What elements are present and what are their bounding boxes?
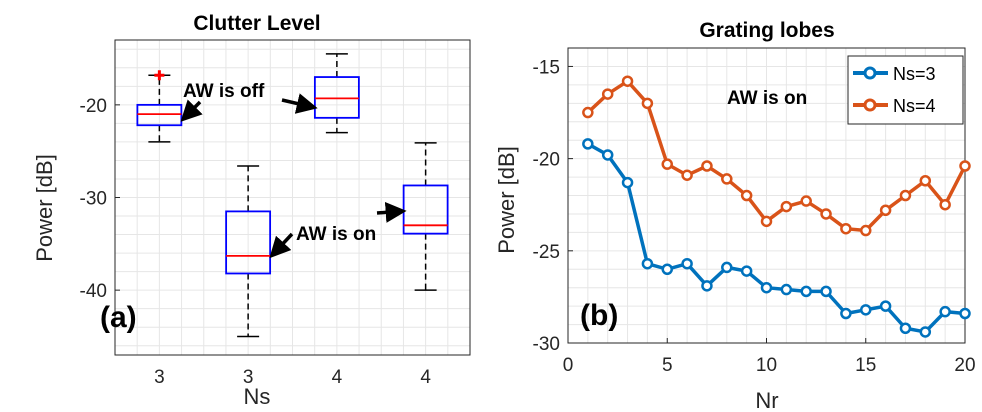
data-point — [879, 204, 892, 216]
data-point — [919, 326, 932, 338]
legend: Ns=3 Ns=4 — [847, 55, 964, 125]
x-tick-label: 10 — [756, 355, 777, 376]
data-point — [899, 189, 912, 202]
data-point — [879, 300, 892, 312]
grating-lobes-chart: -30 -25 -20 -15 0 5 10 15 20 Grating lobes Nr P… — [494, 19, 976, 412]
data-point — [681, 257, 693, 270]
data-point — [760, 281, 773, 294]
data-point — [601, 88, 614, 100]
x-tick-labels: 0 5 10 15 20 — [563, 338, 976, 376]
annotation-arrow — [281, 93, 318, 114]
y-tick-label: -25 — [533, 242, 560, 263]
annotation-aw-on: AW is on — [296, 224, 376, 245]
x-tick-label: 0 — [563, 355, 574, 376]
data-point — [820, 208, 832, 220]
data-point — [661, 158, 673, 170]
data-point — [701, 160, 713, 172]
x-tick-label: 3 — [243, 367, 254, 388]
data-point — [582, 106, 594, 119]
series-line — [586, 142, 966, 334]
grid — [114, 40, 471, 355]
legend-label-ns3: Ns=3 — [893, 64, 936, 84]
data-point — [860, 224, 872, 237]
data-point — [760, 215, 773, 228]
data-point — [721, 173, 733, 185]
y-axis-label: Power [dB] — [494, 146, 519, 254]
y-tick-label: -20 — [80, 96, 107, 117]
data-point — [959, 307, 971, 320]
data-point — [840, 307, 852, 320]
data-point — [661, 263, 673, 275]
data-point — [899, 322, 912, 334]
chart-title: Grating lobes — [699, 19, 834, 42]
annotation-arrow — [180, 99, 203, 122]
y-tick-label: -15 — [533, 57, 560, 78]
legend-label-ns4: Ns=4 — [893, 96, 936, 116]
x-axis-label: Ns — [244, 384, 271, 409]
data-point — [701, 280, 713, 292]
data-point — [820, 285, 832, 298]
x-tick-label: 15 — [855, 355, 876, 376]
series-ns3 — [582, 138, 971, 338]
y-tick-label: -20 — [533, 150, 560, 171]
x-tick-label: 5 — [662, 355, 673, 376]
data-point — [621, 176, 634, 189]
data-point — [780, 200, 793, 213]
y-tick-label: -30 — [80, 189, 107, 210]
data-point — [740, 265, 753, 277]
data-point — [681, 169, 693, 181]
annotation-arrow — [269, 232, 294, 259]
data-point — [582, 138, 594, 150]
x-tick-label: 4 — [332, 367, 343, 388]
data-point — [641, 97, 654, 110]
y-tick-label: -30 — [533, 334, 560, 355]
data-point — [939, 305, 951, 318]
x-tick-label: 3 — [154, 367, 165, 388]
data-point — [621, 75, 634, 87]
y-tick-labels: -40 -30 -20 — [80, 96, 120, 302]
y-tick-labels: -30 -25 -20 -15 — [533, 57, 573, 355]
legend-marker-ns4 — [863, 98, 877, 112]
outlier-marker — [154, 70, 165, 81]
data-point — [860, 304, 872, 316]
data-point — [780, 283, 793, 296]
y-axis-label: Power [dB] — [32, 154, 57, 262]
arrows — [180, 93, 407, 259]
annotation-aw-on: AW is on — [727, 88, 807, 109]
panel-label: (b) — [580, 299, 618, 332]
x-axis-label: Nr — [755, 388, 778, 412]
data-point — [840, 222, 852, 235]
data-point — [919, 175, 932, 187]
series-lines — [582, 75, 971, 338]
data-point — [601, 149, 614, 161]
data-point — [800, 195, 812, 207]
data-point — [800, 285, 812, 298]
y-tick-label: -40 — [80, 281, 107, 302]
series-ns4 — [582, 75, 971, 237]
data-point — [721, 261, 733, 274]
chart-title: Clutter Level — [193, 12, 320, 35]
clutter-level-chart: -40 -30 -20 3 3 4 4 Clutter Level Ns Power [d… — [32, 12, 471, 409]
annotation-aw-off: AW is off — [183, 81, 265, 102]
x-tick-labels: 3 3 4 4 — [154, 367, 431, 388]
x-tick-label: 20 — [954, 355, 975, 376]
data-point — [939, 198, 951, 211]
annotation-arrow — [376, 201, 407, 223]
data-point — [641, 257, 654, 270]
data-point — [740, 189, 753, 202]
panel-label: (a) — [100, 301, 137, 334]
data-point — [959, 160, 971, 172]
x-tick-label: 4 — [420, 367, 431, 388]
legend-marker-ns3 — [863, 66, 877, 80]
